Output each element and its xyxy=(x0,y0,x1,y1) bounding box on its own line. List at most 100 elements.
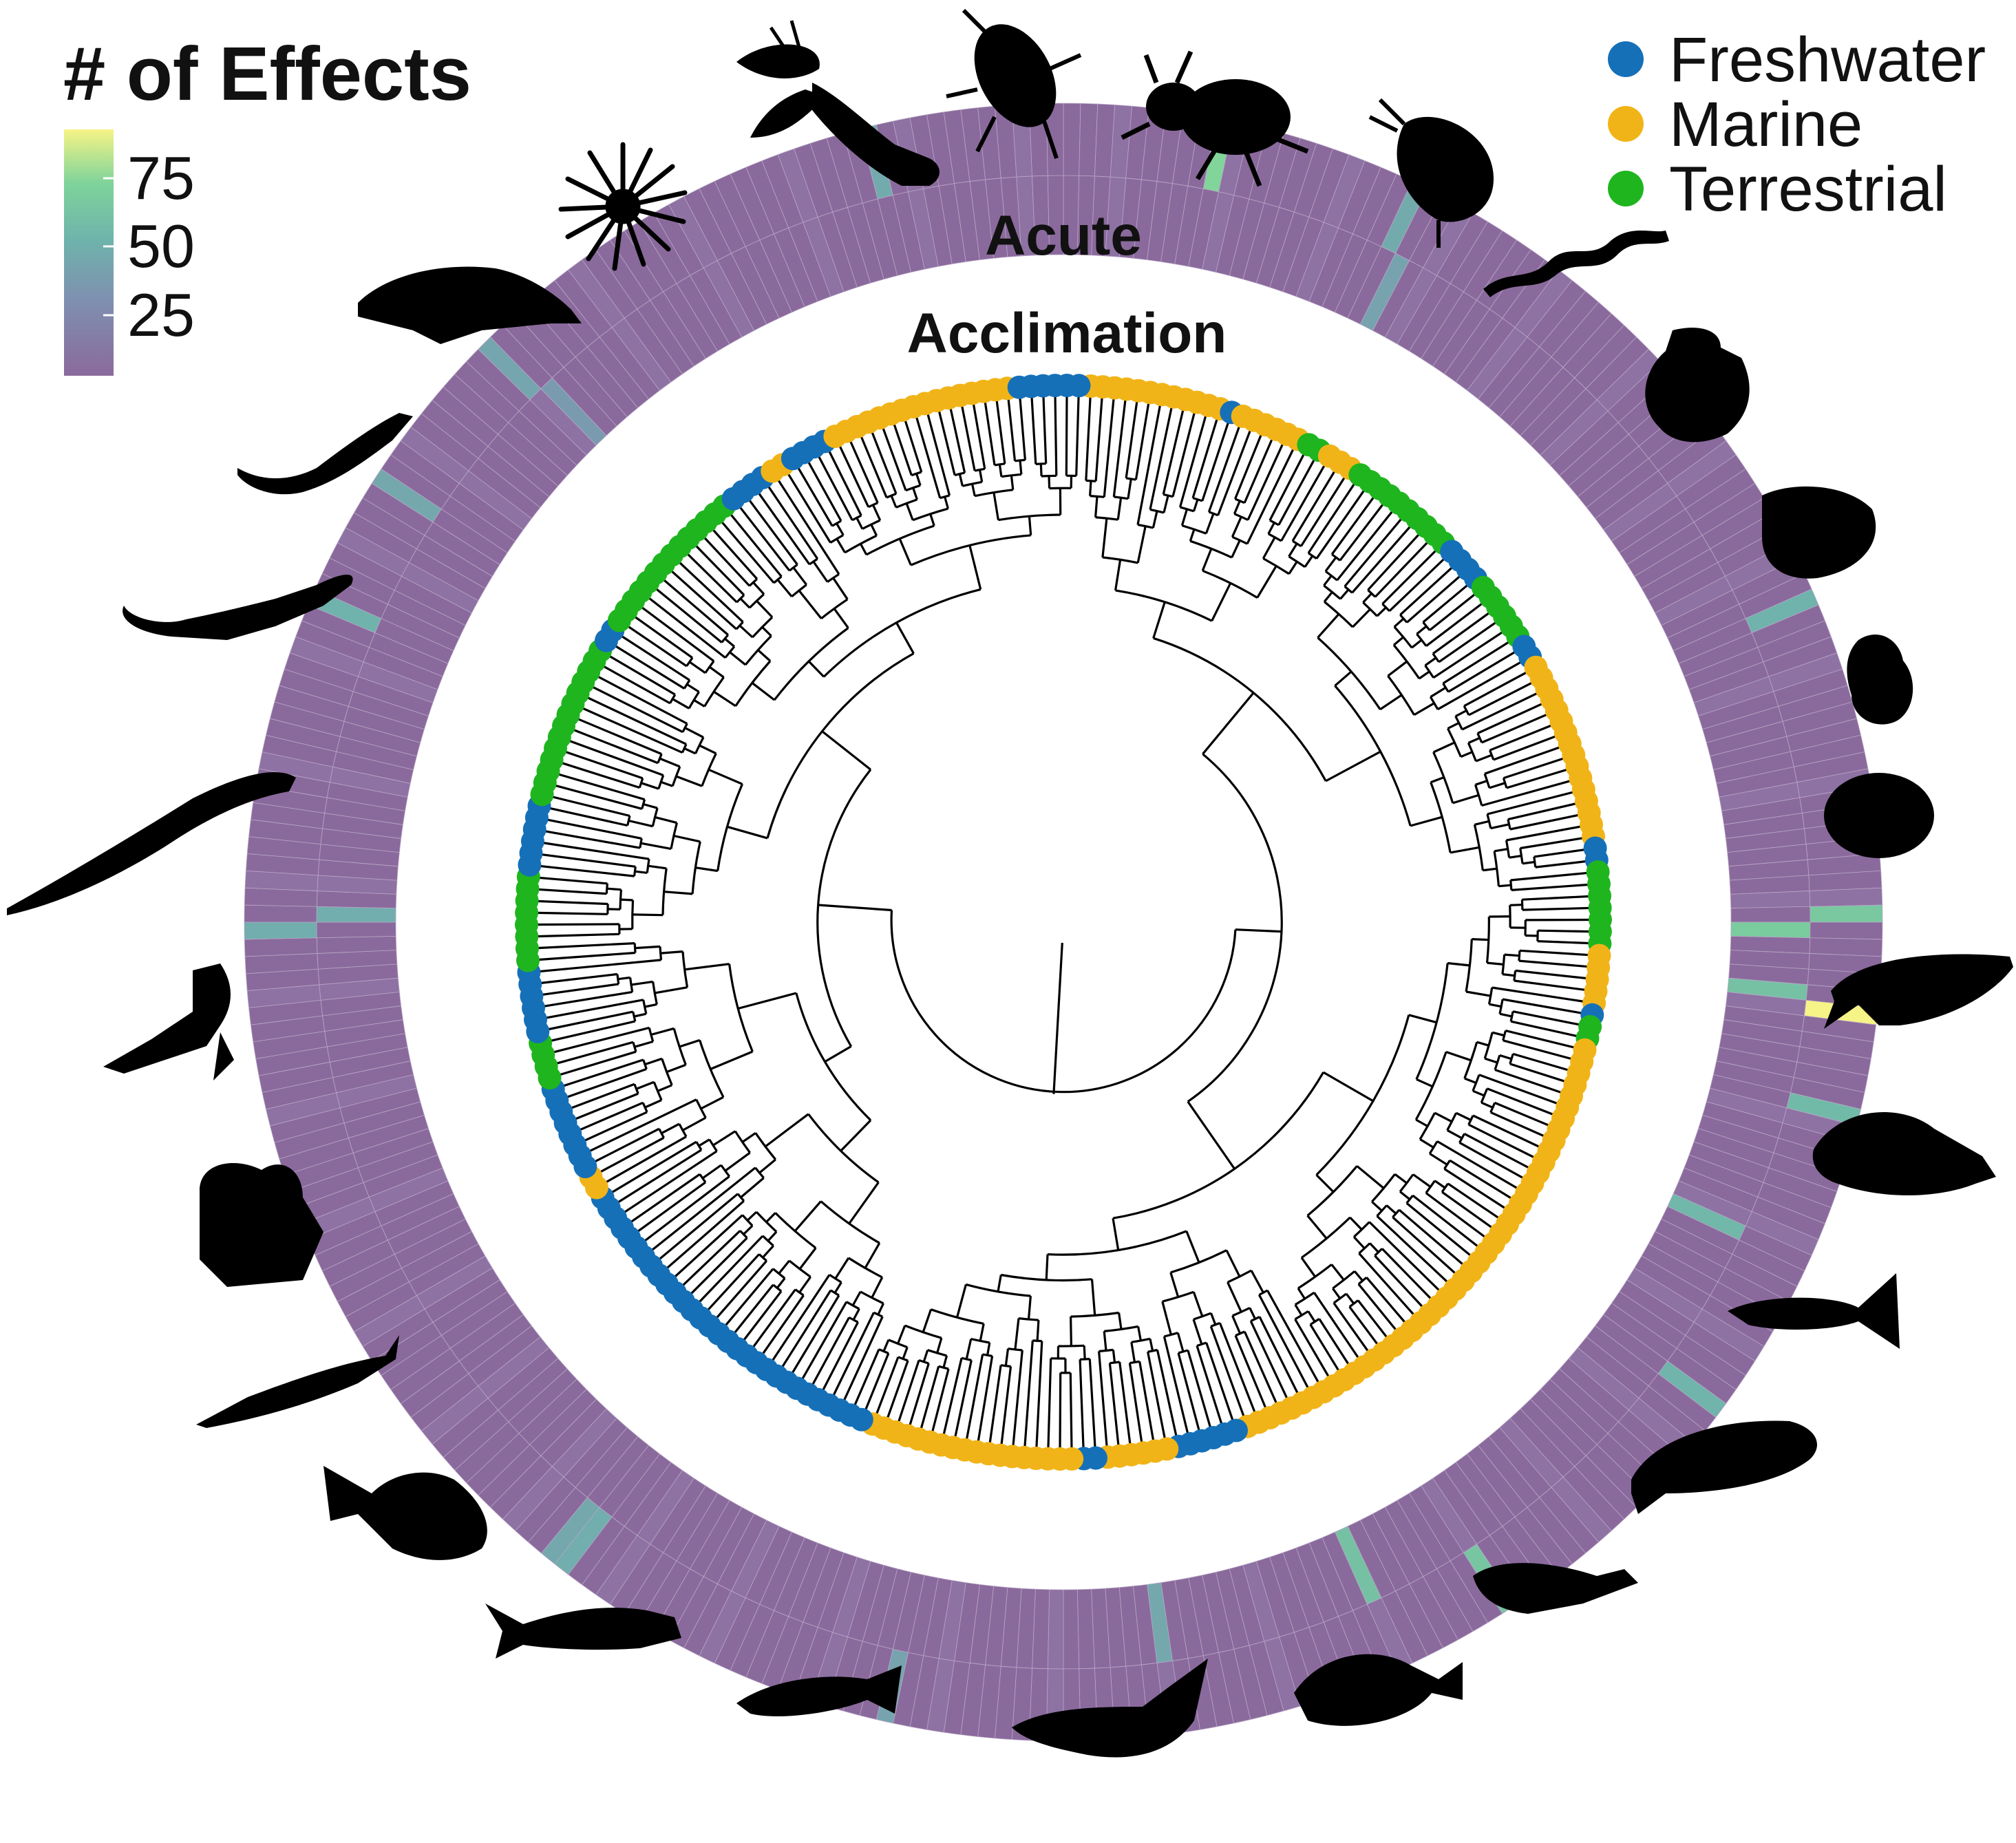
tree-branch xyxy=(840,1119,872,1152)
colorbar-tick-label: 50 xyxy=(127,212,195,280)
tree-branch xyxy=(643,1175,730,1243)
tree-branch xyxy=(1134,401,1150,480)
tree-branch xyxy=(698,1138,710,1147)
tree-branch xyxy=(700,1096,724,1110)
tree-branch xyxy=(1489,1003,1502,1008)
tree-branch xyxy=(1147,1348,1158,1353)
tree-branch xyxy=(1330,1264,1345,1281)
tree-branch xyxy=(686,683,700,693)
snail-icon xyxy=(1847,634,1913,725)
tree-branch xyxy=(679,1038,701,1048)
tree-branch xyxy=(958,473,964,487)
tree-branch xyxy=(1036,1320,1040,1341)
tree-branch xyxy=(544,999,644,1019)
tree-branch xyxy=(1103,1331,1107,1351)
tree-branch xyxy=(997,1275,1002,1292)
tree-branch xyxy=(1475,754,1492,763)
tree-branch xyxy=(1429,593,1476,632)
tree-branch xyxy=(1317,637,1381,710)
tree-branch xyxy=(1246,443,1284,521)
tree-branch xyxy=(555,1041,634,1065)
tree-branch xyxy=(1506,825,1582,842)
tree-branch xyxy=(1177,1352,1201,1432)
tree-branch xyxy=(548,807,628,827)
tree-branch xyxy=(1246,447,1295,544)
tree-branch xyxy=(1472,938,1489,941)
tree-branch xyxy=(710,1050,754,1070)
tree-branch xyxy=(1362,593,1372,604)
fish-icon xyxy=(1824,954,2013,1029)
tree-branch xyxy=(586,696,687,745)
loach-icon xyxy=(485,1604,681,1659)
tree-branch xyxy=(1262,537,1276,560)
tip-point xyxy=(1067,374,1091,398)
tree-branch xyxy=(773,575,783,584)
tree-branch xyxy=(1243,1331,1278,1405)
tree-branch xyxy=(892,423,913,476)
tree-branch xyxy=(912,487,918,500)
tree-branch xyxy=(875,1356,900,1416)
tree-branch xyxy=(1234,1334,1267,1409)
tree-branch xyxy=(1000,1364,1011,1368)
tree-branch xyxy=(794,1288,805,1297)
tree-branch xyxy=(851,1291,862,1306)
tree-branch xyxy=(1233,500,1241,515)
tree-branch xyxy=(1315,1174,1335,1193)
tree-branch xyxy=(898,538,912,566)
tree-branch xyxy=(1211,582,1232,621)
tree-branch xyxy=(1490,823,1509,830)
tree-branch xyxy=(682,1116,707,1131)
tree-branch xyxy=(1432,611,1491,655)
tree-branch xyxy=(661,1122,680,1135)
tree-branch xyxy=(629,977,634,992)
tree-branch xyxy=(998,464,1003,477)
tree-branch xyxy=(1465,939,1473,992)
tree-branch xyxy=(796,466,834,527)
heatmap-cell xyxy=(1047,1589,1064,1670)
tree-branch xyxy=(931,1368,950,1434)
tree-branch xyxy=(1102,556,1138,564)
tree-branch xyxy=(792,566,807,586)
tree-branch xyxy=(1472,1074,1481,1091)
tree-branch xyxy=(1357,1283,1398,1332)
tree-branch xyxy=(1288,555,1306,568)
tree-branch xyxy=(1136,526,1147,564)
tree-branch xyxy=(798,1276,811,1293)
tree-branch xyxy=(988,1365,1002,1445)
tree-branch xyxy=(1205,513,1215,534)
tree-branch xyxy=(744,635,772,666)
tree-branch xyxy=(695,866,718,873)
tree-branch xyxy=(1233,513,1249,521)
tree-branch xyxy=(1178,414,1207,508)
tree-branch xyxy=(683,679,691,690)
tree-branch xyxy=(1308,552,1317,560)
tree-branch xyxy=(1513,970,1517,981)
tree-branch xyxy=(1323,575,1333,586)
tree-branch xyxy=(1352,608,1371,628)
tree-branch xyxy=(635,1080,655,1090)
phylogenetic-tree xyxy=(535,394,1591,1450)
tree-branch xyxy=(714,1260,768,1320)
tree-branch xyxy=(681,743,688,754)
tree-branch xyxy=(697,1235,764,1304)
tree-branch xyxy=(870,430,898,494)
tree-branch xyxy=(743,1224,754,1235)
tree-branch xyxy=(1467,1123,1536,1159)
tree-branch xyxy=(547,1010,634,1031)
tree-branch xyxy=(800,1301,848,1381)
tree-branch xyxy=(729,513,783,577)
tree-branch xyxy=(635,945,661,950)
tree-branch xyxy=(712,1130,736,1147)
tree-branch xyxy=(708,768,743,785)
oyster-icon xyxy=(1824,773,1934,858)
colorbar-tick-label: 25 xyxy=(127,281,195,349)
tree-branch xyxy=(1406,575,1462,624)
tree-branch xyxy=(537,951,636,961)
tree-branch xyxy=(1058,1344,1085,1347)
tree-branch xyxy=(1187,1100,1235,1170)
tree-branch xyxy=(1445,1050,1472,1062)
tree-branch xyxy=(610,1140,697,1194)
tree-branch xyxy=(1019,460,1023,475)
tree-branch xyxy=(1307,1310,1316,1323)
tree-branch xyxy=(1345,1292,1355,1305)
